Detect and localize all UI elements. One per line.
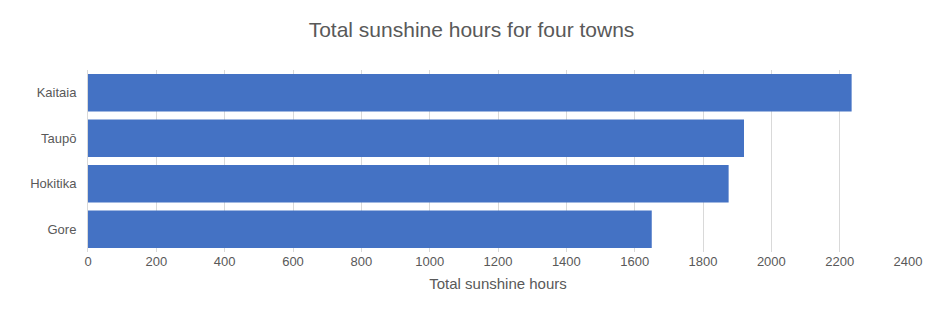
- svg-text:600: 600: [282, 254, 304, 269]
- svg-text:0: 0: [84, 254, 91, 269]
- svg-text:Kaitaia: Kaitaia: [37, 85, 78, 100]
- svg-text:1200: 1200: [484, 254, 513, 269]
- svg-text:1400: 1400: [552, 254, 581, 269]
- svg-text:1000: 1000: [415, 254, 444, 269]
- svg-text:800: 800: [350, 254, 372, 269]
- svg-text:2400: 2400: [894, 254, 923, 269]
- svg-text:Total sunshine hours for four: Total sunshine hours for four towns: [309, 18, 635, 41]
- svg-text:Gore: Gore: [47, 222, 76, 237]
- svg-text:400: 400: [214, 254, 236, 269]
- svg-text:Total sunshine hours: Total sunshine hours: [429, 275, 567, 292]
- svg-text:200: 200: [145, 254, 167, 269]
- svg-text:2200: 2200: [825, 254, 854, 269]
- svg-text:Hokitika: Hokitika: [30, 176, 77, 191]
- svg-text:2000: 2000: [757, 254, 786, 269]
- svg-text:1600: 1600: [620, 254, 649, 269]
- svg-text:Taupō: Taupō: [41, 131, 76, 146]
- svg-text:1800: 1800: [689, 254, 718, 269]
